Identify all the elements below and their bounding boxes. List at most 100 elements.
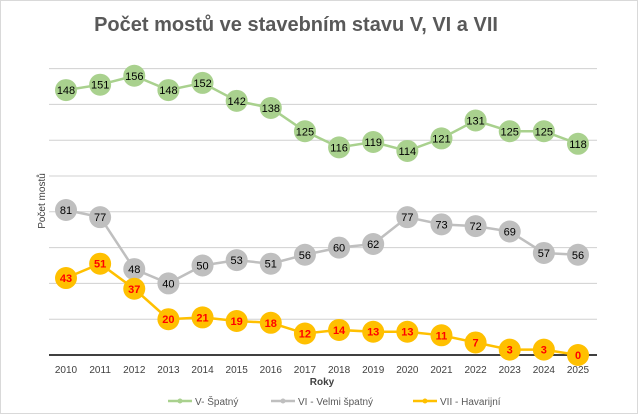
legend-marker <box>177 398 183 404</box>
data-label: 62 <box>367 239 379 251</box>
data-point <box>225 249 248 272</box>
data-point <box>225 89 248 112</box>
x-tick-label: 2017 <box>294 365 317 376</box>
x-tick-label: 2020 <box>396 365 419 376</box>
data-point <box>157 79 180 102</box>
data-label: 60 <box>333 243 345 255</box>
data-point <box>191 254 214 277</box>
data-point <box>430 127 453 150</box>
data-label: 118 <box>569 139 587 151</box>
data-point <box>293 120 316 143</box>
x-tick-label: 2012 <box>123 365 146 376</box>
x-tick-label: 2010 <box>55 365 78 376</box>
data-point <box>89 252 112 275</box>
data-point <box>293 243 316 266</box>
legend-label[interactable]: V- Špatný <box>195 395 238 408</box>
data-label: 20 <box>162 314 174 326</box>
data-label: 81 <box>60 205 72 217</box>
data-label: 51 <box>265 259 277 271</box>
data-label: 18 <box>265 318 277 330</box>
data-point <box>464 331 487 354</box>
data-label: 114 <box>399 146 417 158</box>
x-tick-label: 2014 <box>191 365 214 376</box>
legend-label[interactable]: VII - Havarijní <box>440 397 501 408</box>
data-point <box>362 233 385 256</box>
series-1: 81 77 48 40 50 53 51 56 60 62 77 73 72 69 57 56 <box>55 199 589 295</box>
data-point <box>225 309 248 332</box>
data-point <box>191 71 214 94</box>
data-point <box>567 132 589 155</box>
data-point <box>328 236 351 259</box>
data-label: 50 <box>196 261 208 273</box>
data-point <box>498 220 521 243</box>
data-point <box>55 79 77 102</box>
data-label: 142 <box>227 96 245 108</box>
x-tick-label: 2011 <box>89 365 111 376</box>
data-label: 12 <box>299 329 311 341</box>
data-label: 121 <box>432 133 450 145</box>
legend-label[interactable]: VI - Velmi špatný <box>298 397 373 408</box>
data-point <box>123 277 146 300</box>
series-0: 148 151 156 148 152 142 138 125 116 119 114 121 131 1… <box>55 64 589 162</box>
data-point <box>191 306 214 329</box>
data-label: 11 <box>436 330 448 342</box>
data-label: 14 <box>333 325 346 337</box>
data-point <box>55 267 77 290</box>
data-point <box>567 243 589 266</box>
data-label: 125 <box>501 126 519 138</box>
data-label: 148 <box>57 85 75 97</box>
data-label: 116 <box>330 142 348 154</box>
data-point <box>362 320 385 343</box>
data-point <box>123 258 146 281</box>
data-label: 53 <box>231 255 243 267</box>
data-label: 40 <box>162 278 174 290</box>
x-tick-label: 2019 <box>362 365 385 376</box>
data-point <box>532 241 555 264</box>
data-label: 56 <box>299 250 311 262</box>
legend-marker <box>422 398 428 404</box>
data-label: 21 <box>196 312 208 324</box>
data-label: 19 <box>231 316 243 328</box>
chart-title: Počet mostů ve stavebním stavu V, VI a V… <box>94 14 498 36</box>
data-label: 125 <box>296 126 314 138</box>
x-tick-label: 2015 <box>226 365 249 376</box>
data-label: 51 <box>94 259 106 271</box>
series-line <box>65 208 579 285</box>
data-label: 7 <box>473 337 479 349</box>
data-point <box>89 206 112 229</box>
series-2: 43 51 37 20 21 19 18 12 14 13 13 11 7 3 3 0 <box>55 252 589 366</box>
data-point <box>55 199 77 222</box>
x-tick-label: 2018 <box>328 365 351 376</box>
x-tick-label: 2024 <box>533 365 556 376</box>
x-tick-label: 2016 <box>260 365 283 376</box>
data-point <box>328 136 351 159</box>
x-tick-label: 2023 <box>499 365 522 376</box>
data-label: 3 <box>541 345 547 357</box>
data-label: 151 <box>91 80 109 92</box>
data-label: 13 <box>401 327 413 339</box>
data-point <box>157 272 180 295</box>
data-label: 119 <box>364 137 382 149</box>
data-point <box>328 318 351 341</box>
data-label: 152 <box>193 78 211 90</box>
data-point <box>532 338 555 361</box>
data-point <box>498 338 521 361</box>
x-tick-label: 2013 <box>157 365 180 376</box>
data-point <box>259 311 282 334</box>
x-tick-label: 2025 <box>567 365 590 376</box>
series-line <box>65 262 579 357</box>
data-point <box>362 130 385 153</box>
data-label: 77 <box>401 212 413 224</box>
data-label: 37 <box>128 284 140 296</box>
data-point <box>396 139 419 162</box>
data-label: 3 <box>507 345 513 357</box>
data-label: 77 <box>94 212 106 224</box>
data-label: 131 <box>466 116 484 128</box>
data-label: 156 <box>125 71 143 83</box>
x-axis-label: Roky <box>310 377 335 388</box>
series-line <box>65 74 579 153</box>
data-label: 69 <box>504 226 516 238</box>
data-point <box>430 213 453 236</box>
legend-marker <box>280 398 286 404</box>
